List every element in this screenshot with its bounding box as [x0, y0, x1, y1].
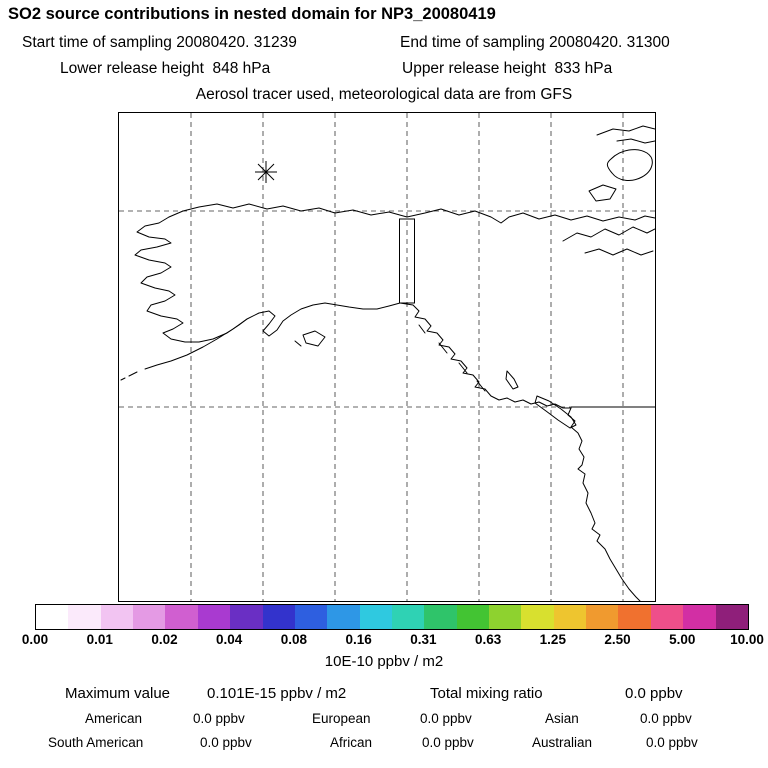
victoria-island-coast [562, 226, 655, 256]
region-name: African [330, 735, 373, 750]
banks-island [606, 149, 653, 181]
colorbar-units: 10E-10 ppbv / m2 [324, 653, 444, 670]
region-value: 0.0 ppbv [200, 735, 252, 750]
region-value: 0.0 ppbv [193, 711, 245, 726]
colorbar-cell [68, 605, 101, 629]
lower-release-text: Lower release height 848 hPa [60, 60, 271, 77]
colorbar-tick-label: 10.00 [730, 632, 764, 647]
colorbar-cell [327, 605, 360, 629]
end-time-text: End time of sampling 20080420. 31300 [400, 34, 670, 51]
west-alaska-coast [134, 216, 248, 343]
colorbar-cell [683, 605, 716, 629]
max-value-label: Maximum value [65, 685, 171, 702]
colorbar-cell [586, 605, 619, 629]
colorbar-tick-label: 0.01 [86, 632, 113, 647]
total-mixing-ratio-value: 0.0 ppbv [625, 685, 683, 702]
colorbar-cell [359, 605, 392, 629]
max-value: 0.101E-15 ppbv / m2 [207, 685, 347, 702]
colorbar-tick-label: 0.63 [474, 632, 502, 647]
us-west-coast [567, 407, 641, 601]
colorbar-cell [230, 605, 263, 629]
source-marker-icon [255, 161, 277, 183]
colorbar-tick-label: 0.08 [280, 632, 308, 647]
arctic-islands-top [596, 125, 655, 144]
region-name: American [85, 711, 143, 726]
arctic-coast [168, 203, 655, 224]
page-title: SO2 source contributions in nested domai… [8, 5, 496, 23]
colorbar-tick-label: 0.31 [410, 632, 437, 647]
region-value: 0.0 ppbv [420, 711, 472, 726]
region-value: 0.0 ppbv [646, 735, 698, 750]
colorbar-cell [133, 605, 166, 629]
region-name: European [312, 711, 371, 726]
arctic-island-small [588, 184, 617, 202]
region-value: 0.0 ppbv [422, 735, 474, 750]
map-plot [119, 113, 655, 601]
haida-gwaii [505, 370, 519, 390]
colorbar-cell [650, 605, 684, 629]
colorbar-cell [521, 605, 554, 629]
colorbar [35, 604, 749, 630]
colorbar-tick-label: 0.16 [345, 632, 372, 647]
panhandle-coast [399, 302, 572, 409]
colorbar-ticks: 0.00 0.01 0.02 0.04 0.08 0.16 0.31 0.63 1.25 2.50… [22, 632, 764, 650]
map-frame [118, 112, 656, 602]
colorbar-cell [100, 605, 134, 629]
colorbar-tick-label: 1.25 [539, 632, 566, 647]
start-time-text: Start time of sampling 20080420. 31239 [22, 34, 297, 51]
colorbar-tick-label: 0.00 [21, 632, 49, 647]
grid-lines [119, 113, 655, 601]
boundaries [399, 218, 655, 408]
vancouver-island [534, 395, 577, 429]
tracer-info-text: Aerosol tracer used, meteorological data… [195, 86, 573, 103]
kodiak-island [294, 330, 326, 347]
coastlines [120, 125, 655, 601]
aleutian-peninsula [144, 318, 248, 370]
upper-release-text: Upper release height 833 hPa [402, 60, 613, 77]
region-name: Asian [545, 711, 579, 726]
region-value: 0.0 ppbv [640, 711, 692, 726]
colorbar-cell [391, 605, 425, 629]
colorbar-tick-label: 5.00 [669, 632, 696, 647]
panhandle-islands [418, 324, 486, 392]
colorbar-tick-label: 0.02 [151, 632, 178, 647]
colorbar-cell [36, 605, 69, 629]
south-alaska-coast [246, 302, 401, 337]
colorbar-cell [262, 605, 295, 629]
colorbar-tick-label: 2.50 [604, 632, 631, 647]
colorbar-cell [456, 605, 490, 629]
colorbar-cell [489, 605, 522, 629]
aleutian-islands [120, 371, 138, 381]
colorbar-tick-label: 0.04 [216, 632, 243, 647]
region-name: South American [48, 735, 144, 750]
colorbar-cell [618, 605, 651, 629]
region-name: Australian [532, 735, 593, 750]
colorbar-cell [165, 605, 198, 629]
colorbar-cell [715, 605, 748, 629]
colorbar-cell [424, 605, 457, 629]
colorbar-cell [553, 605, 587, 629]
total-mixing-ratio-label: Total mixing ratio [430, 685, 543, 702]
alaska-yukon-border [399, 218, 415, 304]
colorbar-cell [197, 605, 231, 629]
colorbar-cell [294, 605, 328, 629]
